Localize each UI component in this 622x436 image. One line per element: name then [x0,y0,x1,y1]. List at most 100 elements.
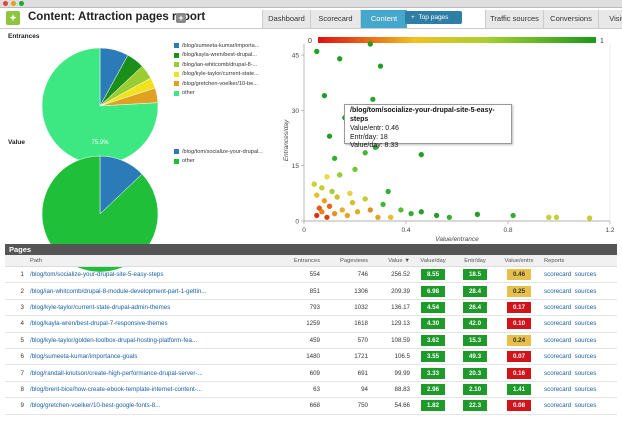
scatter-point[interactable] [349,199,356,206]
scatter-point[interactable] [362,196,368,202]
scatter-point[interactable] [334,194,340,200]
sources-link[interactable]: sources [574,320,597,328]
scatter-point[interactable] [347,190,353,197]
close-window-button[interactable] [3,1,8,6]
scorecard-link[interactable]: scorecard [544,353,572,361]
page-path-link[interactable]: /blog/kyle-taylor/golden-toolbox-drupal-… [27,332,263,349]
minimize-window-button[interactable] [11,1,16,6]
table-row[interactable]: 7/blog/randall-knutson/create-high-perfo… [5,364,617,382]
scatter-point[interactable] [418,209,425,215]
scatter-point[interactable] [326,203,333,209]
scorecard-link[interactable]: scorecard [544,402,572,410]
sources-link[interactable]: sources [574,271,597,279]
page-path-link[interactable]: /blog/kyle-taylor/current-state-drupal-a… [27,299,263,317]
column-header-entrances[interactable]: Entrances [263,255,323,267]
scatter-point[interactable] [321,197,328,204]
page-path-link[interactable]: /blog/brent-bice/how-create-ebook-templa… [27,381,263,399]
legend-item[interactable]: /blog/kayla-wren/best-drupal... [174,51,259,61]
scatter-point[interactable] [324,214,330,221]
column-header-value[interactable]: Value ▼ [371,255,413,267]
sources-link[interactable]: sources [574,402,597,410]
scorecard-link[interactable]: scorecard [544,336,572,344]
scatter-point[interactable] [367,41,374,47]
sources-link[interactable]: sources [574,353,597,361]
legend-item[interactable]: other [174,89,259,99]
scatter-point[interactable] [354,209,361,215]
scatter-point[interactable] [375,214,381,221]
table-row[interactable]: 3/blog/kyle-taylor/current-state-drupal-… [5,299,617,317]
scatter-point[interactable] [314,192,320,198]
page-path-link[interactable]: /blog/ian-whitcomb/drupal-8-module-devel… [27,282,263,300]
scatter-point[interactable] [321,92,328,99]
scatter-point[interactable] [311,181,317,187]
scatter-point[interactable] [446,214,453,221]
scorecard-link[interactable]: scorecard [544,320,572,328]
scorecard-link[interactable]: scorecard [544,271,572,279]
tab-scorecard[interactable]: Scorecard [310,10,360,28]
sources-link[interactable]: sources [574,336,597,344]
scatter-point[interactable] [339,207,346,213]
column-header-entr-day[interactable]: Entr/day [453,255,497,267]
legend-item[interactable]: /blog/tom/socialize-your-drupal... [174,147,263,157]
column-header-value-day[interactable]: Value/day [413,255,453,267]
table-row[interactable]: 1/blog/tom/socialize-your-drupal-site-5-… [5,266,617,284]
sources-link[interactable]: sources [574,385,597,393]
tab-dashboard[interactable]: Dashboard [262,10,310,28]
scatter-point[interactable] [510,212,516,219]
scatter-point[interactable] [377,63,384,69]
scatter-point[interactable] [474,211,481,218]
scatter-point[interactable] [314,48,320,55]
sources-link[interactable]: sources [574,287,597,295]
legend-item[interactable]: /blog/ian-whitcomb/drupal-8-... [174,60,259,70]
table-row[interactable]: 9/blog/gretchen-voelker/10-best-google-f… [5,397,617,415]
scatter-point[interactable] [324,173,330,180]
table-row[interactable]: 5/blog/kyle-taylor/golden-toolbox-drupal… [5,332,617,349]
legend-item[interactable]: /blog/sumeeta-kumar/importa... [174,41,259,51]
scatter-point[interactable] [352,166,358,173]
table-row[interactable]: 8/blog/brent-bice/how-create-ebook-templ… [5,381,617,399]
scatter-point[interactable] [586,215,593,221]
tab-traffic-sources[interactable]: Traffic sources [485,10,543,28]
scatter-point[interactable] [408,210,414,217]
scatter-point[interactable] [433,212,440,219]
page-path-link[interactable]: /blog/sumeeta-kumar/importance-goals [27,348,263,366]
sources-link[interactable]: sources [574,303,597,311]
subtab-top-pages[interactable]: + Top pages [405,11,462,24]
scorecard-link[interactable]: scorecard [544,369,572,377]
table-row[interactable]: 2/blog/ian-whitcomb/drupal-8-module-deve… [5,282,617,300]
scatter-point[interactable] [418,151,425,158]
scatter-point[interactable] [336,55,343,62]
page-path-link[interactable]: /blog/tom/socialize-your-drupal-site-5-e… [27,266,263,284]
column-header-pageviews[interactable]: Pageviews [323,255,371,267]
sources-link[interactable]: sources [574,369,597,377]
scatter-point[interactable] [314,212,320,219]
scatter-point[interactable] [362,150,368,156]
scatter-point[interactable] [329,188,335,195]
entrances-pie-slice[interactable] [41,47,159,165]
tab-conversions[interactable]: Conversions [543,10,598,28]
scatter-point[interactable] [331,155,338,162]
legend-item[interactable]: /blog/kyle-taylor/current-state... [174,70,259,80]
tab-content[interactable]: Content [360,10,407,28]
table-row[interactable]: 4/blog/kayla-wren/best-drupal-7-responsi… [5,315,617,333]
scatter-point[interactable] [553,214,560,221]
scorecard-link[interactable]: scorecard [544,303,572,311]
table-row[interactable]: 6/blog/sumeeta-kumar/importance-goals 148… [5,348,617,366]
scatter-point[interactable] [336,172,343,178]
scatter-point[interactable] [326,133,333,139]
scatter-point[interactable] [367,207,374,213]
column-header-value-entrs[interactable]: Value/entrs [497,255,541,267]
scatter-point[interactable] [344,212,351,219]
scatter-point[interactable] [385,188,391,195]
scatter-point[interactable] [380,201,386,208]
add-report-button[interactable]: + [176,13,186,23]
scatter-point[interactable] [370,96,376,103]
legend-item[interactable]: /blog/gretchen-voelker/10-be... [174,79,259,89]
scorecard-link[interactable]: scorecard [544,385,572,393]
scatter-point[interactable] [546,214,552,221]
scatter-point[interactable] [398,207,404,213]
scorecard-link[interactable]: scorecard [544,287,572,295]
column-header-path[interactable]: Path [27,255,263,267]
page-path-link[interactable]: /blog/randall-knutson/create-high-perfor… [27,364,263,382]
scatter-point[interactable] [387,214,394,221]
